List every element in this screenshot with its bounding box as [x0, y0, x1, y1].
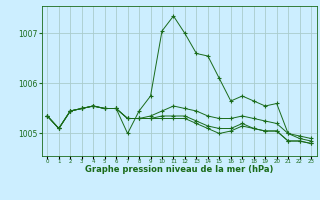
X-axis label: Graphe pression niveau de la mer (hPa): Graphe pression niveau de la mer (hPa) [85, 165, 273, 174]
